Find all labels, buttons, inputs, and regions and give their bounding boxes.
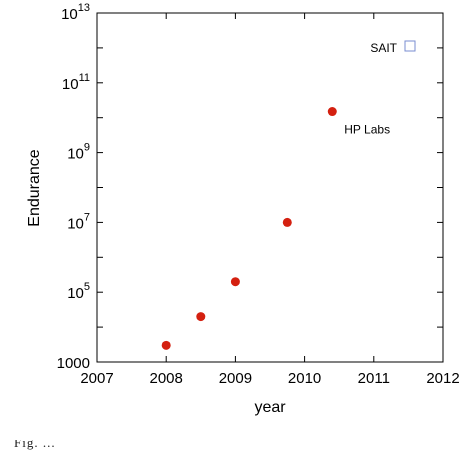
x-tick-label-2010: 2010: [288, 370, 321, 387]
annotation-hp-labs: HP Labs: [344, 123, 390, 137]
data-point-3: [282, 217, 292, 227]
y-tick-label-1000: 1000: [57, 355, 90, 372]
x-tick-label-2012: 2012: [426, 370, 459, 387]
x-tick-label-2011: 2011: [358, 370, 390, 387]
data-points: [161, 107, 337, 350]
y-tick-label-10000000000000: 1013: [61, 2, 90, 23]
data-point-2: [230, 277, 240, 287]
data-point-1: [196, 312, 206, 322]
caption-text: Fig. ...: [14, 440, 56, 450]
endurance-scatter-chart: 2007 2008 2009 2010 2011 2012 100010510710910…: [26, 2, 460, 416]
data-point-0: [161, 340, 171, 350]
x-tick-label-2009: 2009: [219, 370, 252, 387]
y-tick-label-1000000000: 109: [67, 142, 90, 163]
y-tick-label-100000000000: 1011: [62, 72, 90, 93]
y-tick-label-10000000: 107: [67, 211, 90, 232]
legend: SAIT: [370, 40, 416, 55]
plot-frame: [96, 12, 444, 363]
y-tick-label-100000: 105: [67, 281, 90, 302]
legend-label-sait: SAIT: [370, 41, 397, 55]
data-point-4: [327, 107, 337, 117]
x-tick-label-2007: 2007: [80, 370, 113, 387]
y-axis-title: Endurance: [26, 149, 43, 226]
x-tick-label-2008: 2008: [150, 370, 183, 387]
y-axis-ticks: 1000 105 107 109 1011 1013: [57, 2, 443, 372]
legend-marker-open-square: [404, 40, 416, 52]
x-axis-title: year: [254, 399, 286, 416]
figure-caption-fragment: Fig. ...: [0, 440, 474, 450]
x-axis-ticks: 2007 2008 2009 2010 2011 2012: [80, 13, 460, 387]
